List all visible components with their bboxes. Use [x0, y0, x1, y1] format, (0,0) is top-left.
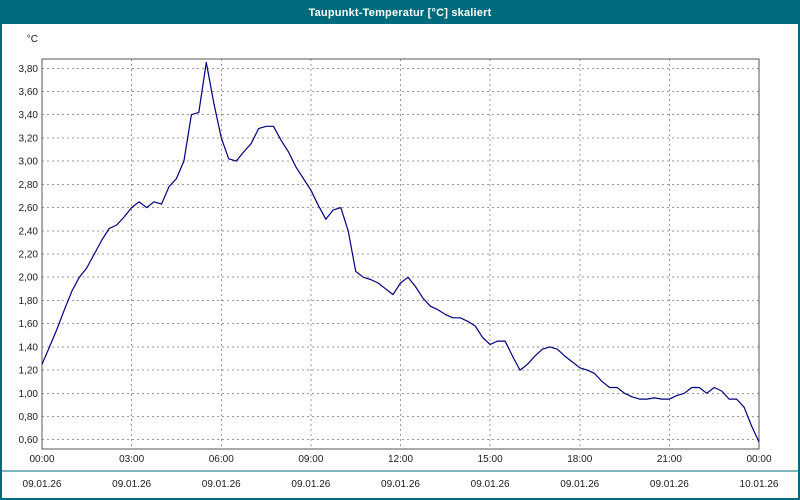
- dewpoint-line-chart: 3,80 3,60 3,40 3,20 3,00 2,80 2,60 2,40 2,20 2,00…: [2, 34, 798, 490]
- y-tick-label: 1,60: [19, 319, 39, 330]
- y-tick-label: 2,60: [19, 203, 39, 214]
- y-tick-label: 3,20: [19, 133, 39, 144]
- y-tick-label: 3,80: [19, 64, 39, 75]
- x-tick-date-label: 09.01.26: [112, 479, 151, 490]
- y-tick-label: 1,80: [19, 296, 39, 307]
- y-tick-label: 0,60: [19, 435, 39, 446]
- window-title-bar: Taupunkt-Temperatur [°C] skaliert: [2, 2, 798, 24]
- y-tick-label: 2,80: [19, 180, 39, 191]
- x-tick-time-label: 00:00: [746, 454, 771, 465]
- y-tick-label: 1,20: [19, 366, 39, 377]
- y-tick-label: 3,40: [19, 110, 39, 121]
- x-tick-time-label: 15:00: [478, 454, 503, 465]
- x-tick-time-label: 00:00: [29, 454, 54, 465]
- y-tick-label: 2,20: [19, 250, 39, 261]
- plot-frame: [41, 58, 760, 450]
- x-tick-date-label: 09.01.26: [560, 479, 599, 490]
- x-tick-time-label: 06:00: [209, 454, 234, 465]
- window-title: Taupunkt-Temperatur [°C] skaliert: [308, 7, 492, 19]
- x-tick-date-label: 10.01.26: [740, 479, 779, 490]
- x-tick-date-label: 09.01.26: [471, 479, 510, 490]
- x-tick-date-label: 09.01.26: [650, 479, 689, 490]
- x-tick-time-label: 12:00: [388, 454, 413, 465]
- x-tick-date-label: 09.01.26: [381, 479, 420, 490]
- y-tick-label: 2,40: [19, 226, 39, 237]
- y-tick-label: 1,40: [19, 342, 39, 353]
- y-axis-unit-label: °C: [27, 34, 38, 45]
- x-tick-time-label: 09:00: [298, 454, 323, 465]
- x-tick-date-label: 09.01.26: [23, 479, 62, 490]
- x-tick-time-label: 21:00: [657, 454, 682, 465]
- y-tick-label: 0,80: [19, 412, 39, 423]
- y-tick-label: 2,00: [19, 273, 39, 284]
- series-line: [41, 61, 760, 443]
- x-tick-time-label: 03:00: [119, 454, 144, 465]
- x-tick-time-label: 18:00: [567, 454, 592, 465]
- y-tick-label: 3,00: [19, 157, 39, 168]
- x-tick-date-label: 09.01.26: [202, 479, 241, 490]
- x-tick-date-label: 09.01.26: [291, 479, 330, 490]
- y-tick-label: 3,60: [19, 87, 39, 98]
- y-tick-label: 1,00: [19, 389, 39, 400]
